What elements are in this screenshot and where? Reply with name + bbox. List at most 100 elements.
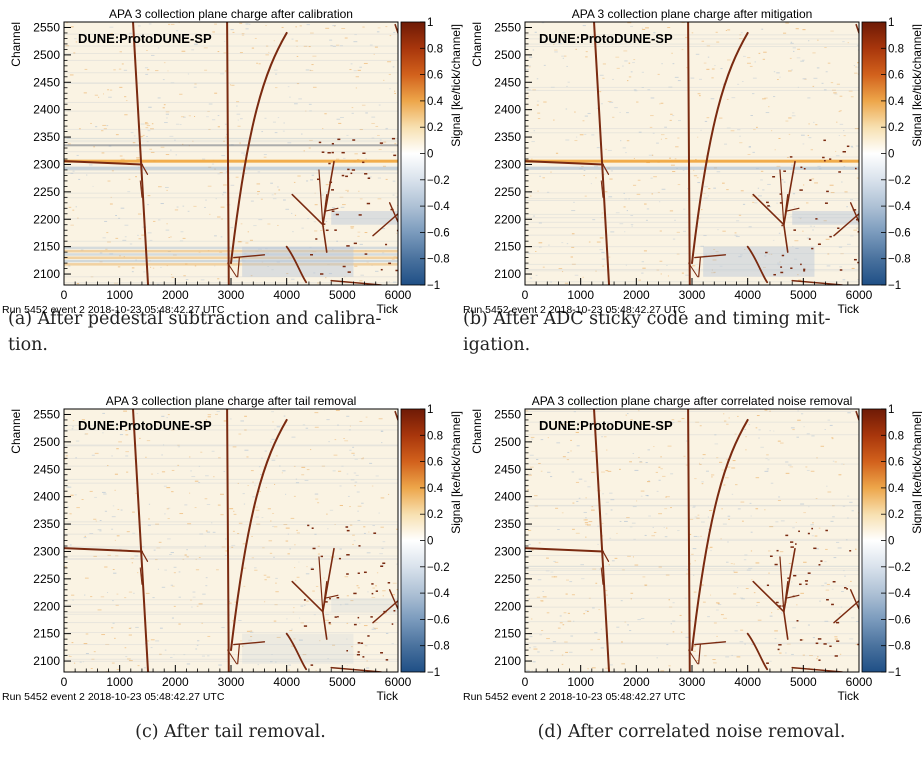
noise-pixel bbox=[179, 93, 183, 95]
noise-pixel bbox=[571, 246, 575, 248]
noise-pixel bbox=[650, 177, 653, 179]
charge-deposit bbox=[357, 616, 360, 619]
panel-title: APA 3 collection plane charge after miti… bbox=[571, 7, 813, 21]
noise-pixel bbox=[89, 164, 93, 166]
noise-pixel bbox=[73, 52, 76, 54]
noise-pixel bbox=[194, 116, 196, 118]
channel-band bbox=[525, 192, 859, 194]
noise-pixel bbox=[741, 598, 745, 600]
noise-pixel bbox=[336, 240, 339, 242]
noise-pixel bbox=[198, 481, 201, 483]
noise-pixel bbox=[285, 540, 289, 542]
noise-pixel bbox=[628, 198, 630, 200]
noise-pixel bbox=[92, 185, 94, 187]
noise-pixel bbox=[662, 475, 666, 477]
noise-pixel bbox=[794, 258, 798, 260]
channel-band bbox=[525, 217, 859, 219]
noise-pixel bbox=[108, 96, 112, 98]
noise-pixel bbox=[163, 104, 166, 106]
noise-pixel bbox=[567, 620, 572, 622]
noise-pixel bbox=[705, 470, 709, 472]
noise-pixel bbox=[585, 497, 587, 499]
noise-pixel bbox=[590, 649, 593, 651]
noise-pixel bbox=[620, 600, 623, 602]
noise-pixel bbox=[693, 535, 698, 537]
noise-pixel bbox=[696, 177, 699, 179]
noise-pixel bbox=[760, 446, 764, 448]
charge-deposit bbox=[363, 571, 367, 574]
noise-pixel bbox=[99, 520, 102, 522]
particle-track bbox=[285, 245, 308, 284]
noise-pixel bbox=[656, 490, 659, 492]
noise-pixel bbox=[364, 645, 367, 647]
charge-deposit bbox=[328, 162, 331, 165]
charge-deposit bbox=[321, 151, 325, 153]
noise-pixel bbox=[367, 591, 369, 593]
noise-pixel bbox=[113, 572, 117, 574]
noise-pixel bbox=[170, 552, 174, 554]
noise-pixel bbox=[842, 41, 845, 43]
x-tick-label: 1000 bbox=[567, 675, 594, 689]
particle-track bbox=[698, 644, 701, 665]
noise-pixel bbox=[707, 56, 710, 58]
noise-pixel bbox=[565, 108, 568, 110]
charge-deposit bbox=[318, 141, 322, 144]
noise-pixel bbox=[791, 581, 793, 583]
noise-pixel bbox=[365, 416, 368, 418]
noise-pixel bbox=[239, 22, 243, 24]
colorbar-tick-label: 0.4 bbox=[427, 483, 444, 495]
noise-pixel bbox=[630, 592, 634, 594]
noise-pixel bbox=[193, 86, 197, 88]
noise-pixel bbox=[602, 535, 604, 537]
noise-pixel bbox=[164, 649, 167, 651]
noise-pixel bbox=[253, 225, 257, 227]
noise-pixel bbox=[640, 617, 645, 619]
noise-pixel bbox=[124, 96, 127, 98]
noise-pixel bbox=[145, 456, 147, 458]
charge-deposit bbox=[342, 265, 346, 268]
charge-deposit bbox=[382, 562, 386, 564]
noise-pixel bbox=[371, 137, 375, 139]
noise-pixel bbox=[126, 471, 129, 473]
panel-caption-line: (a) After pedestal subtraction and calib… bbox=[8, 309, 382, 329]
noise-pixel bbox=[223, 52, 227, 54]
noise-pixel bbox=[672, 63, 675, 65]
noise-pixel bbox=[797, 48, 801, 50]
noise-pixel bbox=[748, 226, 752, 228]
noise-pixel bbox=[188, 456, 191, 458]
noise-pixel bbox=[711, 269, 713, 271]
noise-pixel bbox=[678, 120, 681, 122]
noise-pixel bbox=[164, 569, 167, 571]
particle-track bbox=[322, 193, 328, 226]
noise-pixel bbox=[371, 628, 374, 630]
particle-track bbox=[593, 22, 611, 285]
charge-deposit bbox=[373, 532, 377, 534]
noise-pixel bbox=[84, 68, 88, 70]
noise-pixel bbox=[265, 25, 267, 27]
noise-pixel bbox=[807, 624, 810, 626]
charge-deposit bbox=[350, 172, 353, 175]
noise-pixel bbox=[591, 450, 595, 452]
noise-pixel bbox=[359, 129, 363, 131]
channel-band bbox=[525, 565, 859, 567]
charge-deposit bbox=[815, 642, 819, 645]
particle-track bbox=[139, 567, 143, 585]
y-axis-label: Channel bbox=[470, 409, 484, 454]
channel-band bbox=[64, 101, 398, 103]
noise-pixel bbox=[379, 553, 383, 555]
channel-band bbox=[525, 555, 859, 557]
sticky-channel-line bbox=[525, 159, 859, 163]
charge-deposit bbox=[331, 142, 334, 145]
charge-deposit bbox=[364, 173, 368, 175]
y-tick-label: 2250 bbox=[494, 572, 521, 586]
noise-pixel bbox=[550, 171, 552, 173]
noise-pixel bbox=[279, 465, 281, 467]
noise-pixel bbox=[368, 176, 371, 178]
channel-band bbox=[64, 533, 398, 535]
noise-pixel bbox=[583, 613, 586, 615]
noise-pixel bbox=[77, 217, 79, 219]
channel-band bbox=[525, 253, 859, 255]
noise-pixel bbox=[84, 577, 89, 579]
noise-pixel bbox=[118, 441, 122, 443]
noise-pixel bbox=[258, 466, 261, 468]
